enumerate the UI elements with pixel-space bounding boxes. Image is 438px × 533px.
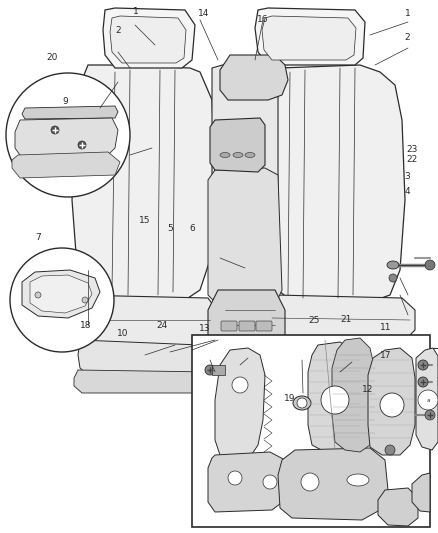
Polygon shape <box>210 118 265 172</box>
Polygon shape <box>12 152 120 178</box>
Circle shape <box>297 398 307 408</box>
Text: 1: 1 <box>404 9 410 18</box>
Polygon shape <box>368 348 415 455</box>
Text: 7: 7 <box>35 233 42 241</box>
Text: a: a <box>426 398 430 402</box>
Circle shape <box>82 297 88 303</box>
Polygon shape <box>74 370 215 393</box>
Text: 2: 2 <box>405 33 410 42</box>
Text: 13: 13 <box>199 325 211 333</box>
Text: 24: 24 <box>156 321 168 329</box>
Circle shape <box>263 475 277 489</box>
Text: 20: 20 <box>46 53 57 61</box>
Ellipse shape <box>220 152 230 157</box>
FancyBboxPatch shape <box>221 321 237 331</box>
Text: 5: 5 <box>167 224 173 232</box>
Circle shape <box>301 473 319 491</box>
Text: 6: 6 <box>189 224 195 232</box>
Circle shape <box>321 386 349 414</box>
Polygon shape <box>268 295 415 342</box>
Text: 11: 11 <box>380 324 391 332</box>
Text: 16: 16 <box>257 15 268 24</box>
Polygon shape <box>416 348 438 450</box>
Text: 9: 9 <box>63 97 69 106</box>
Circle shape <box>6 73 130 197</box>
Polygon shape <box>268 340 412 375</box>
Text: 17: 17 <box>380 351 391 360</box>
Circle shape <box>425 410 435 420</box>
Polygon shape <box>332 338 375 452</box>
Circle shape <box>10 248 114 352</box>
Text: 21: 21 <box>340 316 352 324</box>
Text: 2: 2 <box>116 26 121 35</box>
Polygon shape <box>103 8 195 68</box>
Polygon shape <box>208 168 282 305</box>
Circle shape <box>385 445 395 455</box>
FancyBboxPatch shape <box>239 321 255 331</box>
Polygon shape <box>378 488 418 526</box>
Text: 25: 25 <box>309 317 320 325</box>
Polygon shape <box>22 270 100 318</box>
Text: 10: 10 <box>117 329 128 337</box>
Polygon shape <box>220 55 288 100</box>
Bar <box>192 335 430 527</box>
Ellipse shape <box>347 474 369 486</box>
Polygon shape <box>68 295 220 345</box>
Text: 1: 1 <box>133 7 139 16</box>
Polygon shape <box>15 118 118 158</box>
Text: 15: 15 <box>139 216 150 224</box>
Polygon shape <box>208 452 290 512</box>
Polygon shape <box>308 342 360 452</box>
Polygon shape <box>275 65 405 302</box>
Polygon shape <box>212 60 278 295</box>
Text: 3: 3 <box>404 173 410 181</box>
Polygon shape <box>255 8 365 65</box>
Text: 18: 18 <box>80 321 91 329</box>
Polygon shape <box>278 448 388 520</box>
Ellipse shape <box>233 152 243 157</box>
Polygon shape <box>212 365 225 375</box>
Circle shape <box>228 471 242 485</box>
Ellipse shape <box>293 396 311 410</box>
Ellipse shape <box>387 261 399 269</box>
Polygon shape <box>72 65 215 300</box>
Polygon shape <box>22 106 118 119</box>
Ellipse shape <box>245 152 255 157</box>
Circle shape <box>418 390 438 410</box>
Text: 14: 14 <box>198 9 209 18</box>
Polygon shape <box>412 473 430 512</box>
Circle shape <box>205 365 215 375</box>
Polygon shape <box>265 370 415 394</box>
Polygon shape <box>30 275 92 313</box>
Circle shape <box>35 292 41 298</box>
Polygon shape <box>215 348 265 462</box>
Text: 22: 22 <box>406 156 417 164</box>
Text: 19: 19 <box>284 394 296 403</box>
Polygon shape <box>262 16 356 60</box>
Circle shape <box>389 274 397 282</box>
Text: 23: 23 <box>406 145 417 154</box>
Circle shape <box>418 360 428 370</box>
Text: 4: 4 <box>405 188 410 196</box>
Circle shape <box>425 260 435 270</box>
Circle shape <box>51 126 59 134</box>
Circle shape <box>78 141 86 149</box>
Circle shape <box>232 377 248 393</box>
Polygon shape <box>110 16 186 63</box>
Polygon shape <box>78 340 205 375</box>
Text: 12: 12 <box>362 385 374 393</box>
Polygon shape <box>208 290 285 350</box>
Circle shape <box>418 377 428 387</box>
Circle shape <box>380 393 404 417</box>
FancyBboxPatch shape <box>256 321 272 331</box>
